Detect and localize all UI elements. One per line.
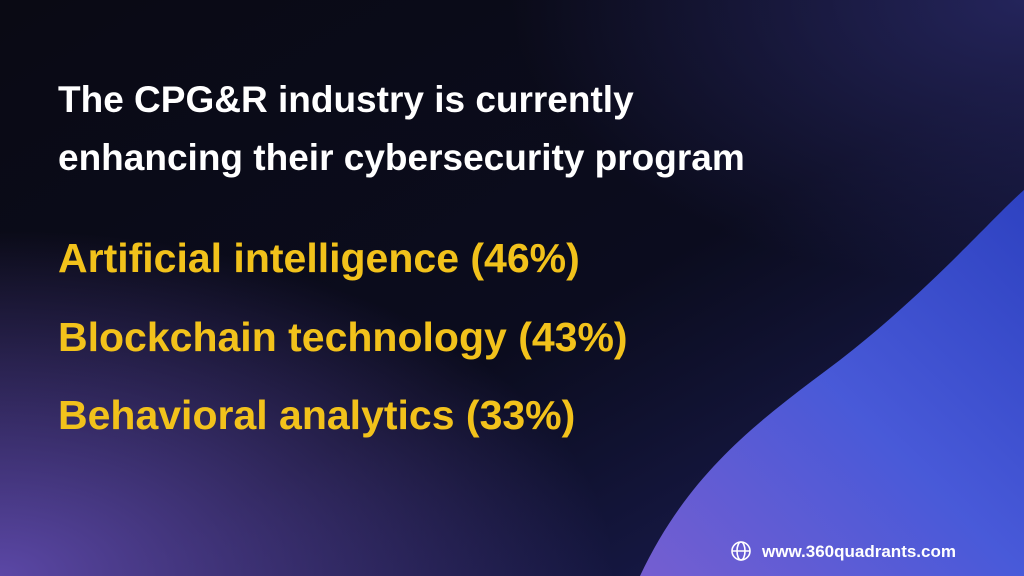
title-line: enhancing their cybersecurity program	[58, 137, 745, 178]
list-item: Behavioral analytics (33%)	[58, 392, 575, 438]
footer-url[interactable]: www.360quadrants.com	[761, 542, 956, 561]
list-item: Artificial intelligence (46%)	[58, 235, 580, 281]
background-wave	[640, 190, 1024, 576]
globe-icon	[731, 541, 751, 561]
title-line: The CPG&R industry is currently	[58, 79, 634, 120]
list-item: Blockchain technology (43%)	[58, 314, 628, 360]
